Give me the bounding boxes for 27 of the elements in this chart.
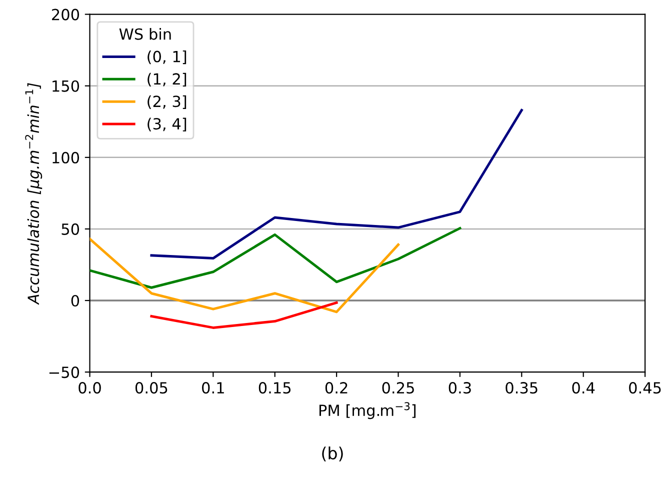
legend-label: (0, 1] <box>148 50 186 64</box>
y-tick-label: 150 <box>52 80 80 92</box>
x-tick-label: 0.25 <box>382 382 414 394</box>
x-tick-label: 0.15 <box>258 382 291 394</box>
x-axis-title: PM [mg.m$^{−3}$] <box>319 402 416 420</box>
x-tick-label: 0.4 <box>572 382 595 394</box>
y-tick-label: 0 <box>71 294 80 307</box>
x-tick-label: 0.1 <box>202 382 224 394</box>
y-tick-label: 200 <box>52 8 80 20</box>
legend-title: WS bin <box>119 28 171 40</box>
line-series <box>150 301 338 329</box>
x-tick-label: 0.45 <box>629 382 661 394</box>
y-tick-label: 100 <box>52 152 80 164</box>
x-tick-label: 0.35 <box>506 382 538 394</box>
y-axis-title: Accumulation [μg.m$^{−2}$min$^{−1}$] <box>25 83 42 305</box>
text: (b) <box>322 446 343 462</box>
line-series <box>90 226 462 289</box>
legend-label: (3, 4] <box>148 118 186 132</box>
legend-label: (1, 2] <box>148 72 186 87</box>
line-series <box>90 238 400 314</box>
legend-label: (2, 3] <box>148 95 186 109</box>
x-tick-label: 0.2 <box>325 382 348 394</box>
y-tick-label: 50 <box>62 223 80 235</box>
x-tick-label: 0.0 <box>78 382 101 394</box>
y-tick-label: −50 <box>49 366 80 378</box>
x-tick-label: 0.05 <box>135 382 168 394</box>
x-tick-label: 0.3 <box>448 382 471 394</box>
